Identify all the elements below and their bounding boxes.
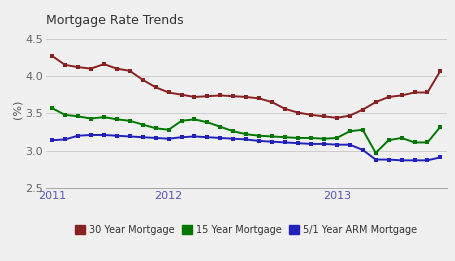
Text: Mortgage Rate Trends: Mortgage Rate Trends xyxy=(46,14,183,27)
Y-axis label: (%): (%) xyxy=(12,100,22,119)
Legend: 30 Year Mortgage, 15 Year Mortgage, 5/1 Year ARM Mortgage: 30 Year Mortgage, 15 Year Mortgage, 5/1 … xyxy=(71,221,420,239)
